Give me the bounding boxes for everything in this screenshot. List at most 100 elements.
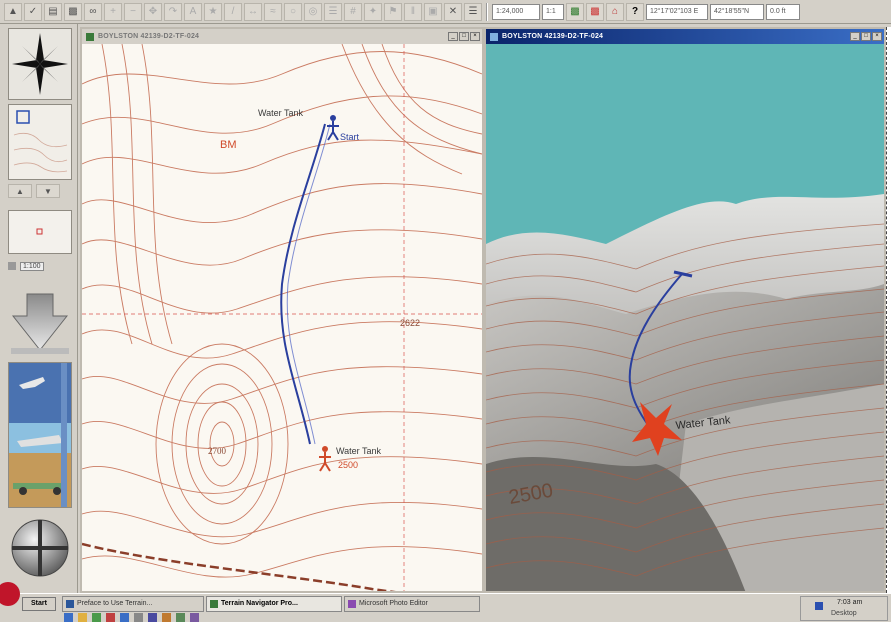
minimize-button[interactable]: _ [850, 32, 860, 41]
measure-icon[interactable]: ↔ [244, 2, 262, 21]
terrain-end-marker-icon [632, 402, 682, 456]
record-indicator-dot [0, 582, 20, 606]
topo-window-title: BOYLSTON 42139-D2-TF-024 [98, 33, 200, 40]
ql-icon-4[interactable] [106, 613, 115, 622]
zoom-level-text: 1:100 [20, 261, 44, 271]
coordinate-field[interactable]: 12°17'02"103 E [646, 3, 708, 20]
ql-icon-1[interactable] [64, 613, 73, 622]
terrain-start-marker [673, 270, 693, 278]
zoom-small-icon [8, 262, 16, 270]
ql-icon-7[interactable] [148, 613, 157, 622]
task-preface[interactable]: Preface to Use Terrain... [62, 596, 204, 612]
terrain-window-title: BOYLSTON 42139-D2-TF-024 [502, 33, 604, 40]
text-tool-icon[interactable]: A [184, 2, 202, 21]
house-icon[interactable]: ⌂ [606, 2, 624, 21]
compass-rose[interactable] [8, 28, 72, 100]
map-icon[interactable]: ▩ [64, 2, 82, 21]
flight-pilot-panel[interactable] [8, 362, 72, 508]
ql-icon-5[interactable] [120, 613, 129, 622]
scale-field[interactable]: 1:24,000 [492, 3, 540, 20]
layer-green-icon[interactable]: ▩ [566, 2, 584, 21]
topo-map-window: BOYLSTON 42139-D2-TF-024 _ □ × [80, 27, 484, 593]
scroll-down-icon[interactable]: ▼ [36, 184, 60, 198]
ql-icon-2[interactable] [78, 613, 87, 622]
photo-editor-icon [348, 600, 356, 608]
left-tool-panel: ▲ ▼ 1:100 [0, 24, 78, 594]
topo-label-elevation: 2500 [338, 460, 358, 470]
waypoint-icon[interactable]: ○ [284, 2, 302, 21]
map-window-icon [86, 32, 94, 41]
terrain-label-water-tank: Water Tank [675, 414, 731, 432]
close-button[interactable]: × [872, 32, 882, 41]
close-x-icon[interactable]: ✕ [444, 2, 462, 21]
zoom-preview-map [36, 228, 43, 235]
compass-tool-icon[interactable]: ✦ [364, 2, 382, 21]
topo-label-start: Start [340, 132, 360, 142]
terrain-window-icon [490, 32, 498, 41]
gps-icon[interactable]: ◎ [304, 2, 322, 21]
tray-desktop-label[interactable]: Desktop [831, 610, 857, 617]
help-icon[interactable]: ? [626, 2, 644, 21]
open-icon[interactable]: ▲ [4, 2, 22, 21]
nav-arrow-group: ▲ ▼ [8, 184, 72, 198]
zoom-in-icon[interactable]: + [104, 2, 122, 21]
terrain-window-controls: _ □ × [850, 32, 884, 41]
zoom-out-icon[interactable]: − [124, 2, 142, 21]
big-down-arrow-button[interactable] [8, 286, 72, 356]
zoom-level-label: 1:100 [8, 260, 72, 272]
flag-icon[interactable]: ⚑ [384, 2, 402, 21]
terrain-3d-svg: Water Tank 2500 [486, 44, 884, 591]
topo-label-water-tank-bottom: Water Tank [336, 446, 382, 456]
topo-label-elev-right: 2622 [400, 318, 420, 328]
ql-icon-6[interactable] [134, 613, 143, 622]
main-toolbar: ▲ ✓ ▤ ▩ ∞ + − ✥ ↷ A ★ / ↔ ≈ ○ ◎ ☰ # ✦ ⚑ … [0, 0, 891, 24]
grid-icon[interactable]: # [344, 2, 362, 21]
binoculars-icon[interactable]: ∞ [84, 2, 102, 21]
network-tray-icon[interactable] [815, 602, 823, 610]
system-tray: 7:03 am Desktop [800, 596, 888, 621]
toolbar-separator [486, 2, 488, 21]
list-icon[interactable]: ☰ [464, 2, 482, 21]
elevation-field[interactable]: 42°18'55"N [710, 3, 764, 20]
terrain-window-titlebar[interactable]: BOYLSTON 42139-D2-TF-024 _ □ × [486, 29, 884, 44]
camera-icon[interactable]: ▣ [424, 2, 442, 21]
pilot-view-icon [9, 363, 71, 507]
overview-minimap[interactable] [8, 104, 72, 180]
scale-ratio-field[interactable]: 1:1 [542, 3, 564, 20]
route-icon[interactable]: ↷ [164, 2, 182, 21]
globe-navigator[interactable] [8, 518, 72, 578]
layer-color-icon[interactable]: ▩ [586, 2, 604, 21]
maximize-button[interactable]: □ [861, 32, 871, 41]
ruler-icon[interactable]: ‖ [404, 2, 422, 21]
ql-icon-3[interactable] [92, 613, 101, 622]
topo-label-peak: 2700 [208, 446, 227, 456]
start-button[interactable]: Start [22, 597, 56, 611]
minimize-button[interactable]: _ [448, 32, 458, 41]
minimap-thumbnail [13, 110, 68, 173]
task-terrain-navigator[interactable]: Terrain Navigator Pro... [206, 596, 342, 612]
task-label: Microsoft Photo Editor [359, 600, 428, 607]
tray-clock[interactable]: 7:03 am [837, 599, 863, 606]
line-tool-icon[interactable]: / [224, 2, 242, 21]
ql-icon-9[interactable] [176, 613, 185, 622]
symbol-icon[interactable]: ★ [204, 2, 222, 21]
scroll-up-icon[interactable]: ▲ [8, 184, 32, 198]
maximize-button[interactable]: □ [459, 32, 469, 41]
task-label: Preface to Use Terrain... [77, 600, 153, 607]
topo-window-titlebar[interactable]: BOYLSTON 42139-D2-TF-024 _ □ × [82, 29, 482, 44]
zoom-preview[interactable] [8, 210, 72, 254]
print-icon[interactable]: ▤ [44, 2, 62, 21]
distance-field[interactable]: 0.0 ft [766, 3, 800, 20]
topo-map-canvas[interactable]: Water Tank Start Water Tank 2500 2700 BM… [82, 44, 482, 591]
topo-label-water-tank-top: Water Tank [258, 108, 304, 118]
check-icon[interactable]: ✓ [24, 2, 42, 21]
close-button[interactable]: × [470, 32, 480, 41]
terrain-3d-canvas[interactable]: Water Tank 2500 [486, 44, 884, 591]
ql-icon-10[interactable] [190, 613, 199, 622]
task-photo-editor[interactable]: Microsoft Photo Editor [344, 596, 480, 612]
pan-icon[interactable]: ✥ [144, 2, 162, 21]
right-edge-strip [886, 27, 891, 593]
ql-icon-8[interactable] [162, 613, 171, 622]
layers-icon[interactable]: ☰ [324, 2, 342, 21]
profile-icon[interactable]: ≈ [264, 2, 282, 21]
